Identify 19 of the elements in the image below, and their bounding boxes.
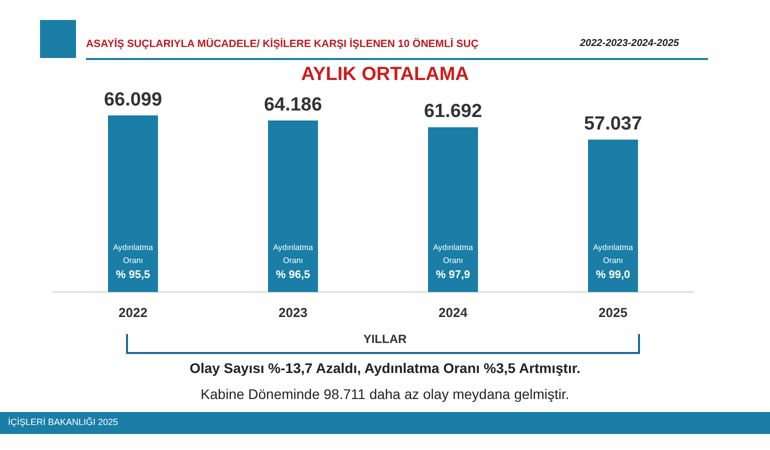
x-axis-title: YILLAR <box>362 332 408 346</box>
chart-subtitle: 2022-2023-2024-2025 <box>580 38 679 49</box>
data-label: 66.099 <box>104 89 162 110</box>
x-tick-label: 2025 <box>598 305 628 320</box>
annotation: Aydınlatma Oranı % 99,0 <box>593 243 634 281</box>
x-tick-label: 2023 <box>278 305 308 320</box>
text: Kabine Döneminde 98.711 daha az olay meydana gelmiştir. <box>200 386 570 402</box>
data-label: 64.186 <box>264 94 322 116</box>
annotation: Aydınlatma Oranı % 96,5 <box>273 243 314 281</box>
data-label: 57.037 <box>584 114 642 135</box>
data-label: 61.692 <box>424 101 482 122</box>
text: Olay Sayısı %-13,7 Azaldı, Aydınlatma Oranı %3,5 Artmıştır. <box>188 360 582 376</box>
text: ASAYİŞ SUÇLARIYLA MÜCADELE/ KİŞİLERE KARŞI İŞLENEN 10 ÖNEMLİ SUÇ <box>86 38 478 50</box>
annotation: Aydınlatma Oranı % 95,5 <box>113 243 154 281</box>
x-tick-label: 2022 <box>118 305 148 320</box>
chart-title: AYLIK ORTALAMA <box>300 64 470 86</box>
text: İÇİŞLERİ BAKANLIĞI 2025 <box>8 417 118 427</box>
annotation: Aydınlatma Oranı % 97,9 <box>433 243 474 281</box>
x-tick-label: 2024 <box>438 305 468 320</box>
